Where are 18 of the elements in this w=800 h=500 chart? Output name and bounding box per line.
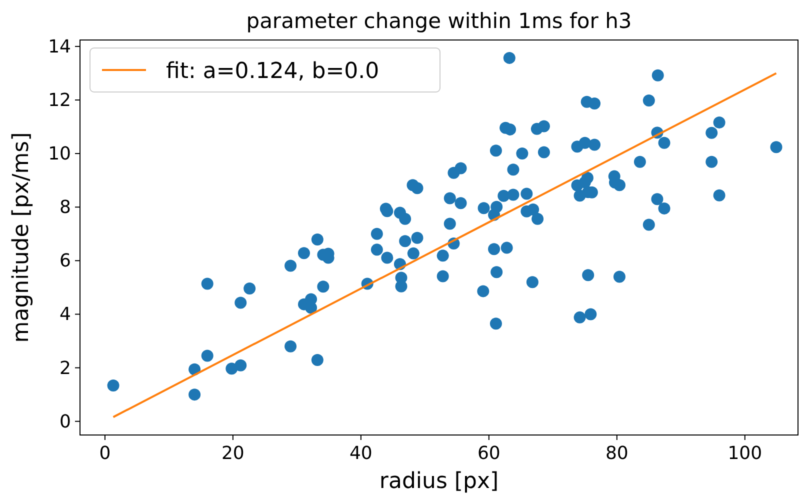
x-tick-label: 100 xyxy=(728,443,762,464)
x-tick-label: 0 xyxy=(99,443,111,464)
chart-title: parameter change within 1ms for h3 xyxy=(246,9,632,33)
x-tick-label: 20 xyxy=(221,443,244,464)
x-tick-label: 40 xyxy=(349,443,372,464)
y-tick-label: 10 xyxy=(48,144,71,165)
y-tick-label: 0 xyxy=(60,411,71,432)
y-tick-label: 2 xyxy=(60,358,71,379)
x-tick-label: 80 xyxy=(605,443,628,464)
y-axis-title: magnitude [px/ms] xyxy=(9,132,34,343)
y-tick-label: 12 xyxy=(48,90,71,111)
y-tick-label: 14 xyxy=(48,36,71,58)
x-tick-label: 60 xyxy=(477,443,500,464)
y-tick-label: 6 xyxy=(60,250,71,272)
legend-label: fit: a=0.124, b=0.0 xyxy=(166,59,380,84)
y-tick-label: 8 xyxy=(60,197,71,218)
x-axis-title: radius [px] xyxy=(379,469,499,494)
y-tick-label: 4 xyxy=(60,304,71,326)
